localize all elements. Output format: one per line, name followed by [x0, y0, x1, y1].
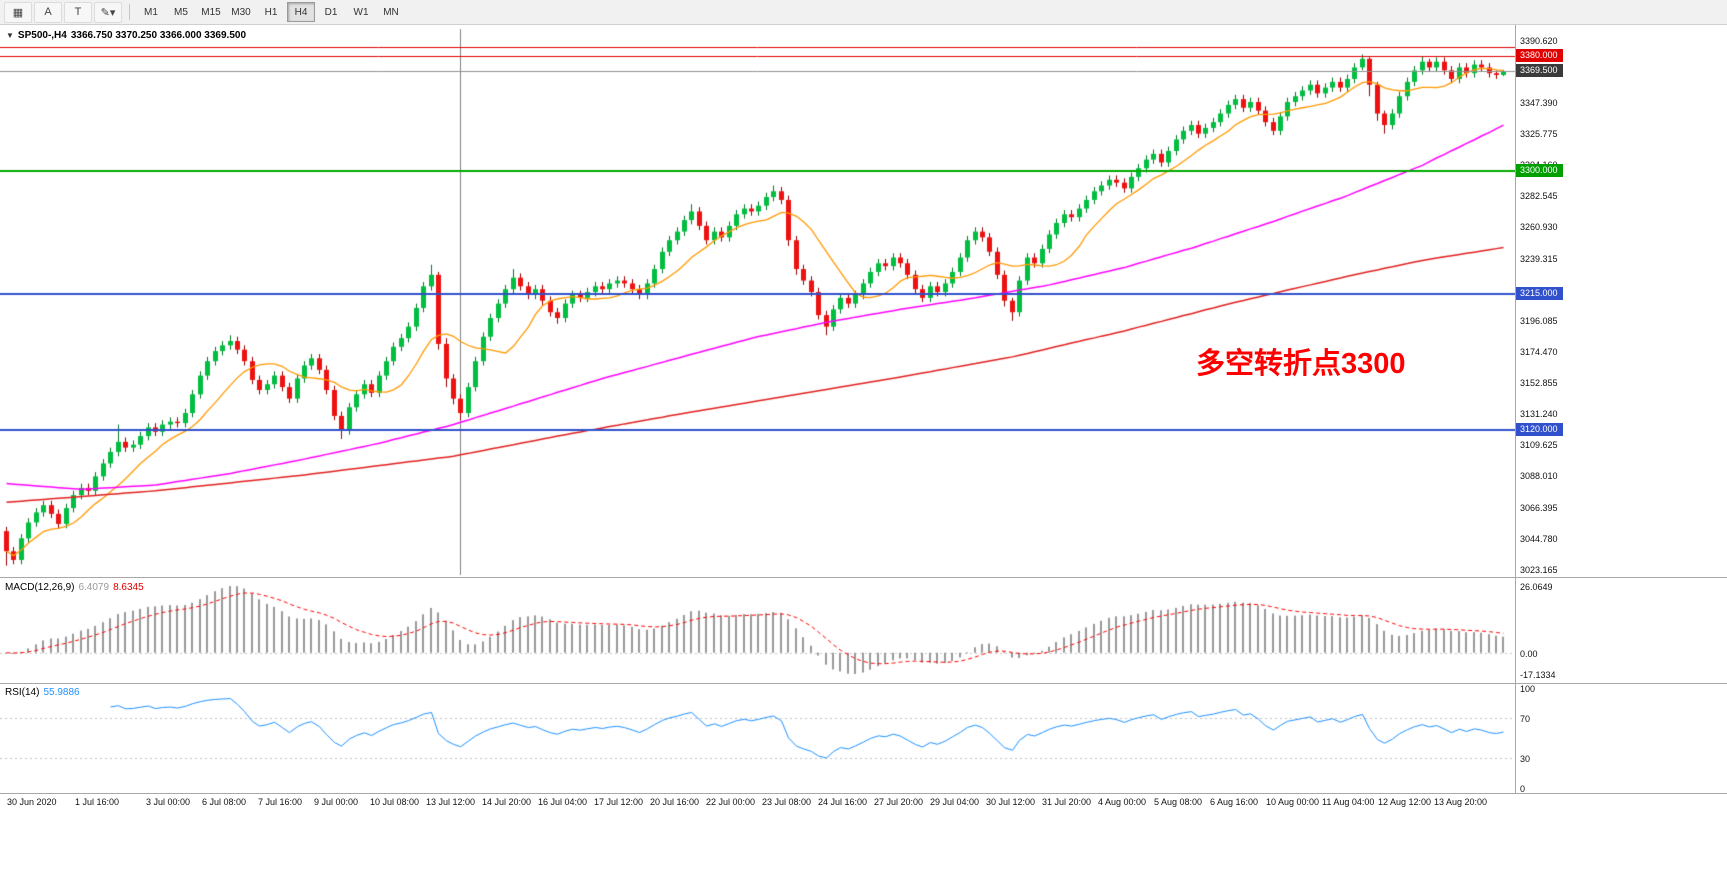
- symbol-period-label: SP500-,H4: [17, 30, 67, 41]
- rsi-value: 55.9886: [43, 687, 80, 698]
- time-axis-label: 27 Jul 20:00: [874, 797, 924, 807]
- price-axis-label: 3044.780: [1520, 534, 1558, 544]
- timeframe-m1-button[interactable]: M1: [144, 6, 158, 18]
- time-axis-label: 24 Jul 16:00: [818, 797, 868, 807]
- time-axis-label: 11 Aug 04:00: [1322, 797, 1375, 807]
- timeframe-h1-button[interactable]: H1: [264, 6, 278, 18]
- draw-tools-dropdown[interactable]: ✎▾: [94, 1, 122, 23]
- time-axis-label: 4 Aug 00:00: [1098, 797, 1147, 807]
- time-axis-label: 12 Aug 12:00: [1378, 797, 1432, 807]
- time-axis-label: 5 Aug 08:00: [1154, 797, 1203, 807]
- macd-axis-label: 0.00: [1520, 649, 1538, 659]
- timeframe-m15-button[interactable]: M15: [201, 6, 221, 18]
- timeframe-m30-button[interactable]: M30: [231, 6, 251, 18]
- macd-axis-label: 26.0649: [1520, 582, 1553, 592]
- price-tag: 3120.000: [1516, 423, 1563, 436]
- price-axis-label: 3023.165: [1520, 565, 1558, 575]
- rsi-axis-label: 100: [1520, 684, 1536, 694]
- price-tag: 3369.500: [1516, 64, 1563, 77]
- time-axis-label: 7 Jul 16:00: [258, 797, 303, 807]
- price-axis-label: 3196.085: [1520, 316, 1558, 326]
- text-label-button[interactable]: T: [64, 1, 92, 23]
- toolbar-tools: ▦ A T ✎▾: [3, 1, 123, 23]
- price-scale-divider: [1515, 25, 1516, 794]
- timeframe-h4-button[interactable]: H4: [287, 2, 315, 22]
- timeframe-d1-button[interactable]: D1: [324, 6, 338, 18]
- price-axis-label: 3174.470: [1520, 347, 1558, 357]
- timeframe-toolbar: M1 M5 M15 M30 H1 H4 D1 W1 MN: [136, 2, 406, 22]
- timeframe-mn-button[interactable]: MN: [383, 6, 399, 18]
- rsi-axis-label: 70: [1520, 714, 1531, 724]
- time-axis-label: 13 Aug 20:00: [1434, 797, 1488, 807]
- ohlc-values-label: 3366.750 3370.250 3366.000 3369.500: [70, 30, 247, 41]
- price-axis-label: 3390.620: [1520, 36, 1558, 46]
- price-axis-label: 3325.775: [1520, 129, 1558, 139]
- price-axis-label: 3239.315: [1520, 254, 1558, 264]
- grid-button[interactable]: ▦: [4, 1, 32, 23]
- macd-signal-value: 8.6345: [113, 582, 144, 593]
- time-axis-label: 30 Jul 12:00: [986, 797, 1036, 807]
- time-axis-label: 6 Aug 16:00: [1210, 797, 1259, 807]
- price-axis-label: 3347.390: [1520, 98, 1558, 108]
- chart-title: ▼ SP500-,H4 3366.750 3370.250 3366.000 336…: [6, 30, 250, 41]
- time-axis-label: 23 Jul 08:00: [762, 797, 812, 807]
- main-chart-area[interactable]: [0, 25, 1515, 577]
- rsi-axis-label: 0: [1520, 784, 1526, 794]
- time-axis-label: 16 Jul 04:00: [538, 797, 588, 807]
- time-axis-label: 6 Jul 08:00: [202, 797, 247, 807]
- time-axis-label: 17 Jul 12:00: [594, 797, 644, 807]
- time-axis-label: 13 Jul 12:00: [426, 797, 476, 807]
- panel-splitter[interactable]: [0, 683, 1727, 684]
- price-tag: 3380.000: [1516, 49, 1563, 62]
- price-tag: 3215.000: [1516, 287, 1563, 300]
- price-tag: 3300.000: [1516, 164, 1563, 177]
- toolbar: ▦ A T ✎▾ M1 M5 M15 M30 H1 H4 D1 W1 MN: [0, 0, 1727, 25]
- time-axis-label: 9 Jul 00:00: [314, 797, 359, 807]
- one-click-trading-toggle[interactable]: ▼: [6, 31, 14, 40]
- rsi-axis-label: 30: [1520, 754, 1531, 764]
- panel-splitter[interactable]: [0, 577, 1727, 578]
- rsi-indicator-panel[interactable]: [0, 684, 1515, 793]
- rsi-name: RSI(14): [5, 687, 40, 698]
- macd-main-value: 6.4079: [78, 582, 110, 593]
- macd-indicator-panel[interactable]: [0, 578, 1515, 683]
- time-axis-label: 1 Jul 16:00: [75, 797, 120, 807]
- macd-name: MACD(12,26,9): [5, 582, 75, 593]
- annotation-text[interactable]: 多空转折点3300: [1196, 348, 1406, 380]
- time-axis-label: 22 Jul 00:00: [706, 797, 756, 807]
- price-axis-label: 3282.545: [1520, 191, 1558, 201]
- rsi-indicator-label: RSI(14) 55.9886: [5, 687, 80, 698]
- timeframe-m5-button[interactable]: M5: [174, 6, 188, 18]
- price-axis-label: 3088.010: [1520, 471, 1558, 481]
- time-axis-label: 3 Jul 00:00: [146, 797, 191, 807]
- price-axis-label: 3066.395: [1520, 503, 1558, 513]
- time-axis-label: 20 Jul 16:00: [650, 797, 700, 807]
- time-axis-label: 30 Jun 2020: [7, 797, 57, 807]
- toolbar-separator: [129, 4, 130, 20]
- time-axis-label: 31 Jul 20:00: [1042, 797, 1092, 807]
- price-axis-label: 3260.930: [1520, 222, 1558, 232]
- time-axis-label: 10 Jul 08:00: [370, 797, 420, 807]
- macd-axis-label: -17.1334: [1520, 670, 1556, 680]
- timeframe-w1-button[interactable]: W1: [353, 6, 369, 18]
- time-axis-label: 10 Aug 00:00: [1266, 797, 1320, 807]
- time-axis-label: 14 Jul 20:00: [482, 797, 532, 807]
- panel-splitter[interactable]: [0, 793, 1727, 794]
- price-axis-label: 3131.240: [1520, 409, 1558, 419]
- price-axis-label: 3152.855: [1520, 378, 1558, 388]
- macd-indicator-label: MACD(12,26,9) 6.4079 8.6345: [5, 582, 144, 593]
- text-cursor-button[interactable]: A: [34, 1, 62, 23]
- time-axis-label: 29 Jul 04:00: [930, 797, 980, 807]
- price-axis-label: 3109.625: [1520, 440, 1558, 450]
